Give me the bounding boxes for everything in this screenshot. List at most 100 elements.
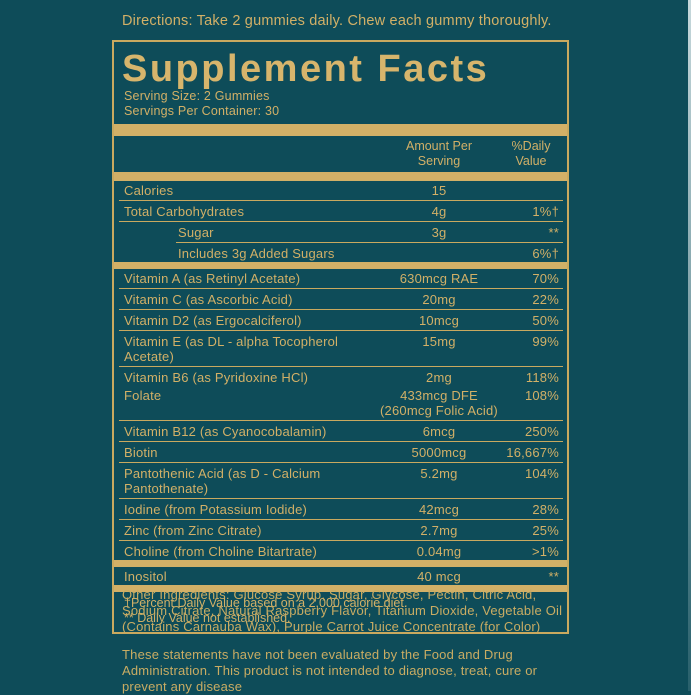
panel-title: Supplement Facts (122, 48, 490, 90)
nutrient-amount-line1: 433mcg DFE (400, 388, 478, 403)
nutrient-name: Includes 3g Added Sugars (178, 246, 335, 261)
table-row: Choline (from Choline Bitartrate) 0.04mg >… (114, 542, 567, 560)
nutrient-name: Vitamin D2 (as Ergocalciferol) (124, 313, 302, 328)
nutrient-daily-value: ** (548, 225, 559, 240)
table-row: Calories 15 (114, 181, 567, 199)
thin-separator-line (119, 498, 563, 499)
table-header-row: Amount Per Serving %Daily Value (114, 136, 567, 172)
thin-separator-line (119, 441, 563, 442)
supplement-facts-panel: Supplement Facts Serving Size: 2 Gummies… (112, 40, 569, 634)
table-row: Includes 3g Added Sugars 6%† (114, 244, 567, 262)
nutrient-name: Vitamin A (as Retinyl Acetate) (124, 271, 301, 286)
nutrient-amount: 0.04mg (416, 544, 462, 559)
directions-text: Directions: Take 2 gummies daily. Chew e… (122, 13, 552, 29)
thin-separator-line (119, 519, 563, 520)
nutrient-amount: 4g (431, 204, 447, 219)
table-row: Vitamin A (as Retinyl Acetate) 630mcg RAE… (114, 269, 567, 287)
thin-separator-line (119, 366, 563, 367)
table-row: Zinc (from Zinc Citrate) 2.7mg 25% (114, 521, 567, 539)
thin-separator-line (119, 420, 563, 421)
table-row: Vitamin B12 (as Cyanocobalamin) 6mcg 250% (114, 422, 567, 440)
nutrient-name: Choline (from Choline Bitartrate) (124, 544, 318, 559)
table-row: Total Carbohydrates 4g 1%† (114, 202, 567, 220)
thick-separator-bar (114, 560, 567, 567)
indented-separator-line (176, 242, 563, 243)
nutrient-amount: 3g (431, 225, 447, 240)
thin-separator-line (119, 462, 563, 463)
nutrient-daily-value: ** (548, 569, 559, 584)
nutrient-amount: 5.2mg (420, 466, 458, 481)
table-row: Sugar 3g ** (114, 223, 567, 241)
nutrient-name: Pantothenic Acid (as D - Calcium Pantothe… (124, 466, 375, 496)
table-row: Vitamin D2 (as Ergocalciferol) 10mcg 50% (114, 311, 567, 329)
nutrient-name: Iodine (from Potassium Iodide) (124, 502, 308, 517)
nutrient-amount: 6mcg (422, 424, 456, 439)
nutrient-amount-line2: (260mcg Folic Acid) (380, 403, 498, 418)
nutrient-amount: 630mcg RAE (399, 271, 479, 286)
nutrient-daily-value: >1% (532, 544, 559, 559)
nutrient-amount: 42mcg (418, 502, 460, 517)
nutrient-daily-value: 118% (525, 370, 559, 385)
nutrient-daily-value: 6%† (532, 246, 559, 261)
nutrient-daily-value: 16,667% (506, 445, 559, 460)
other-ingredients-text: Other Ingredients: Glucose Syrup, Sugar,… (122, 587, 563, 634)
nutrient-name-line1: Vitamin E (as DL - alpha Tocopherol (124, 334, 339, 349)
nutrient-daily-value: 25% (532, 523, 559, 538)
nutrient-amount: 20mg (422, 292, 456, 307)
nutrient-name: Vitamin B6 (as Pyridoxine HCl) (124, 370, 309, 385)
servings-per-container-text: Servings Per Container: 30 (124, 104, 280, 118)
footnotes: †Percent Daily Value based on a 2,000 ca… (114, 592, 567, 632)
thin-separator-line (119, 330, 563, 331)
nutrient-daily-value: 104% (524, 466, 559, 481)
nutrient-amount: 2.7mg (420, 523, 458, 538)
thin-separator-line (119, 200, 563, 201)
table-row: Folate 433mcg DFE (260mcg Folic Acid) 108% (114, 386, 567, 419)
nutrient-daily-value: 250% (524, 424, 559, 439)
nutrient-daily-value: 70% (532, 271, 559, 286)
nutrient-daily-value: 108% (524, 388, 559, 403)
nutrient-name: Calories (124, 183, 174, 198)
nutrient-amount: 5000mcg (411, 445, 467, 460)
nutrient-daily-value: 22% (532, 292, 559, 307)
right-edge-highlight (688, 0, 691, 691)
nutrient-daily-value: 50% (532, 313, 559, 328)
nutrient-name: Vitamin B12 (as Cyanocobalamin) (124, 424, 327, 439)
amount-per-serving-header: Amount Per Serving (375, 139, 503, 169)
nutrient-table: Calories 15 Total Carbohydrates 4g 1%† Sugar 3… (114, 181, 567, 592)
table-row: Vitamin E (as DL - alpha Tocopherol Aceta… (114, 332, 567, 365)
dv-header-line1: %Daily (511, 139, 551, 153)
thick-separator-bar (114, 585, 567, 592)
nutrient-amount: 40 mcg (417, 569, 461, 584)
thin-separator-line (119, 309, 563, 310)
fda-disclaimer-text: These statements have not been evaluated… (122, 647, 538, 694)
nutrient-name: Biotin (124, 445, 158, 460)
dv-header-line2: Value (515, 154, 547, 168)
daily-value-header: %Daily Value (503, 139, 559, 169)
table-row: Inositol 40 mcg ** (114, 567, 567, 585)
thick-separator-bar (114, 124, 567, 136)
thin-separator-line (119, 540, 563, 541)
nutrient-amount: 15mg (422, 334, 456, 349)
thin-separator-line (119, 221, 563, 222)
footnote-not-established: ** Daily Value not established. (124, 611, 291, 625)
thin-separator-line (119, 288, 563, 289)
nutrient-name: Folate (124, 388, 162, 403)
nutrient-name-line2: Pantothenate) (124, 481, 209, 496)
nutrient-amount: 10mcg (418, 313, 460, 328)
nutrient-daily-value: 99% (532, 334, 559, 349)
nutrient-amount: 433mcg DFE (260mcg Folic Acid) (375, 388, 503, 418)
table-row: Iodine (from Potassium Iodide) 42mcg 28% (114, 500, 567, 518)
amount-header-line1: Amount Per (405, 139, 472, 153)
footnote-daily-value: †Percent Daily Value based on a 2,000 ca… (124, 596, 408, 610)
table-row: Vitamin B6 (as Pyridoxine HCl) 2mg 118% (114, 368, 567, 386)
amount-header-line2: Serving (417, 154, 461, 168)
nutrient-daily-value: 1%† (532, 204, 559, 219)
nutrient-name: Total Carbohydrates (124, 204, 245, 219)
nutrient-name: Vitamin C (as Ascorbic Acid) (124, 292, 293, 307)
nutrient-name-line1: Pantothenic Acid (as D - Calcium (124, 466, 321, 481)
serving-size-text: Serving Size: 2 Gummies (124, 89, 270, 103)
thick-separator-bar (114, 172, 567, 181)
nutrient-name: Vitamin E (as DL - alpha Tocopherol Aceta… (124, 334, 375, 364)
nutrient-name: Inositol (124, 569, 167, 584)
